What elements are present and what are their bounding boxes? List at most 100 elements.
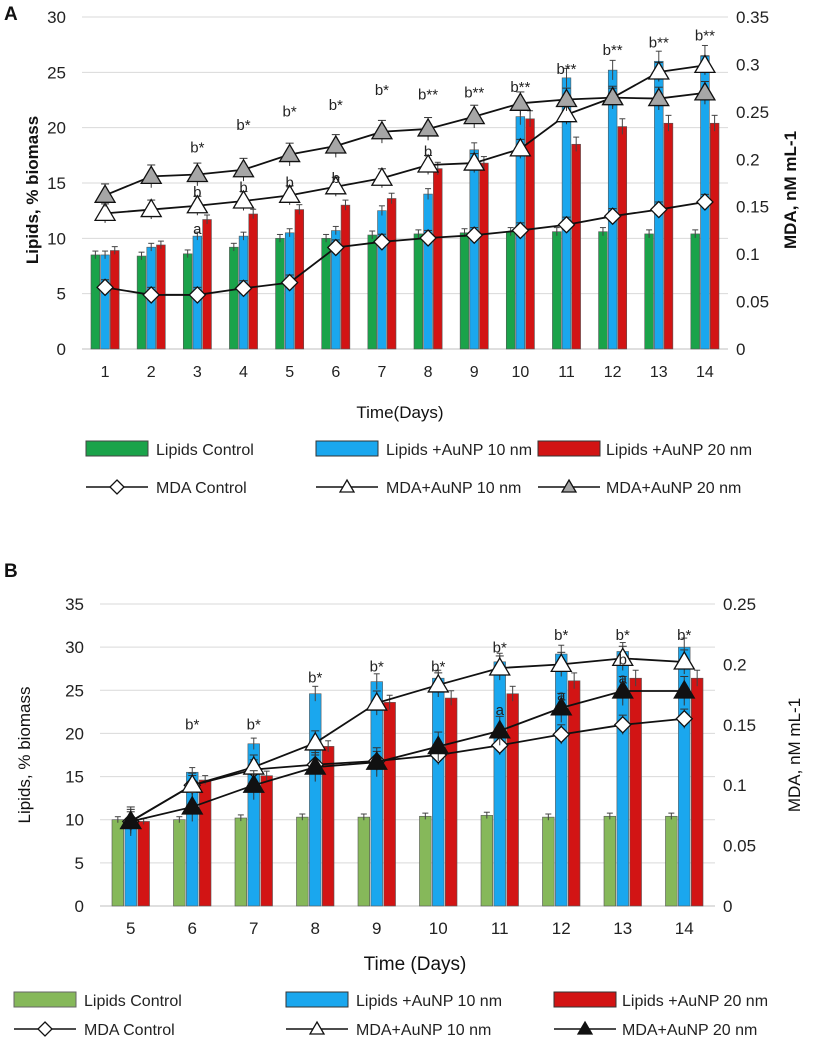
panel-a-label: A — [4, 4, 18, 25]
y-tick-label: 30 — [65, 638, 84, 657]
line-mda-aunp-10-nm — [130, 657, 685, 823]
bar-lipids-aunp-20-nm — [386, 198, 397, 350]
x-tick-label: 7 — [249, 919, 258, 938]
panel-a-y-axis-label: Lipids, % biomass — [23, 116, 42, 264]
legend-b-lipids-aunp10: Lipids +AuNP 10 nm — [356, 993, 502, 1010]
annotation-label: b* — [329, 97, 343, 114]
y-tick-label: 10 — [47, 229, 66, 248]
point-mda-aunp-20-nm — [601, 86, 624, 106]
annotation-label: a — [193, 221, 202, 238]
bar-lipids-control — [480, 815, 493, 907]
point-mda-aunp-10-nm — [416, 153, 440, 173]
legend-b-swatch-lipids-control — [13, 991, 77, 1008]
legend-b-swatch-lipids-aunp20 — [553, 991, 617, 1008]
point-mda-control — [373, 232, 391, 251]
annotation-label: a — [496, 702, 505, 719]
point-mda-aunp-20-nm — [304, 755, 327, 775]
point-mda-control — [280, 273, 299, 292]
panel-a: A ab b b bbb*b*b* b*b* b** b** b**b**b** b** b** … — [4, 4, 800, 497]
point-mda-aunp-20-nm — [186, 163, 209, 183]
bar-lipids-control — [690, 233, 700, 350]
point-mda-control — [465, 226, 484, 245]
y-tick-label: 5 — [57, 285, 66, 304]
y-tick-label: 30 — [47, 8, 66, 27]
bar-lipids-control — [234, 817, 247, 907]
point-mda-control — [511, 221, 530, 240]
point-mda-aunp-20-nm — [93, 184, 117, 203]
bar-lipids-aunp-20-nm — [571, 143, 581, 350]
y2-tick-label: 0.2 — [723, 655, 747, 674]
legend-b-mda-control: MDA Control — [84, 1022, 175, 1039]
panel-a-y2-axis-label: MDA, nM mL-1 — [781, 131, 800, 249]
annotation-label: b* — [554, 627, 568, 644]
point-mda-aunp-10-nm — [365, 691, 388, 711]
point-mda-aunp-10-nm — [324, 175, 347, 195]
legend-a-mda-control-marker — [109, 479, 125, 495]
bar-lipids-control — [357, 816, 370, 907]
annotation-label: b* — [185, 717, 199, 734]
annotation-label: b — [619, 651, 627, 668]
legend-a-swatch-lipids-aunp10 — [315, 440, 379, 457]
bar-lipids-aunp-10-nm — [309, 693, 322, 907]
legend-b-mda-aunp10: MDA+AuNP 10 nm — [356, 1022, 491, 1039]
point-mda-control — [613, 715, 632, 734]
annotation-label: b** — [556, 61, 576, 78]
point-mda-aunp-10-nm — [673, 650, 696, 670]
panel-b-label: B — [4, 561, 18, 582]
point-mda-control — [96, 278, 114, 297]
y2-tick-label: 0 — [723, 897, 732, 916]
panel-b-lines — [119, 645, 696, 836]
annotation-label: a — [619, 671, 628, 688]
point-mda-control — [557, 215, 576, 234]
bar-lipids-aunp-20-nm — [617, 126, 628, 350]
point-mda-aunp-20-nm — [119, 810, 142, 830]
annotation-label: b* — [247, 717, 261, 734]
legend-a-lipids-aunp20: Lipids +AuNP 20 nm — [606, 442, 752, 459]
x-tick-label: 2 — [147, 364, 156, 381]
point-mda-aunp-10-nm — [232, 189, 255, 209]
y2-tick-label: 0.2 — [736, 150, 760, 169]
point-mda-aunp-20-nm — [463, 105, 486, 125]
x-tick-label: 13 — [650, 364, 668, 381]
x-tick-label: 14 — [696, 364, 714, 381]
bar-lipids-aunp-20-nm — [663, 122, 674, 350]
bar-lipids-aunp-20-nm — [340, 204, 351, 350]
annotation-label: b* — [431, 659, 445, 676]
point-mda-aunp-10-nm — [647, 60, 670, 80]
point-mda-control — [142, 286, 161, 304]
bar-lipids-aunp-10-nm — [423, 193, 433, 350]
annotation-label: b* — [308, 670, 322, 687]
point-mda-aunp-20-nm — [416, 117, 440, 137]
bar-lipids-control — [229, 246, 239, 350]
bar-lipids-aunp-20-nm — [260, 775, 273, 907]
bar-lipids-control — [505, 231, 516, 350]
bar-lipids-control — [644, 233, 654, 350]
legend-b-lipids-aunp20: Lipids +AuNP 20 nm — [622, 993, 768, 1010]
point-mda-control — [649, 200, 668, 219]
y2-tick-label: 0.35 — [736, 8, 769, 27]
point-mda-aunp-20-nm — [242, 773, 265, 793]
legend-b-mda-control-marker — [37, 1021, 53, 1037]
panel-b-x-axis-label: Time (Days) — [364, 954, 467, 975]
bar-lipids-aunp-20-nm — [248, 213, 258, 350]
point-mda-aunp-20-nm — [509, 92, 532, 111]
annotation-label: b** — [649, 34, 669, 51]
x-tick-label: 14 — [675, 919, 694, 938]
line-mda-control — [130, 717, 685, 823]
point-mda-aunp-20-nm — [550, 696, 573, 716]
point-mda-aunp-20-nm — [365, 750, 388, 770]
y2-tick-label: 0.25 — [736, 103, 769, 122]
bar-lipids-aunp-10-nm — [100, 254, 110, 350]
legend-b-mda-aunp20: MDA+AuNP 20 nm — [622, 1022, 757, 1039]
annotation-label: b** — [510, 79, 530, 96]
x-tick-label: 12 — [552, 919, 571, 938]
panel-b-ticks: 0 5 10 15 20 25 30 35 0 0.05 0.1 0.15 0.2 0.25 5 6 7 8 9 10… — [65, 595, 756, 938]
panel-a-legend: Lipids Control Lipids +AuNP 10 nm Lipids… — [85, 440, 752, 497]
point-mda-control — [188, 286, 207, 304]
x-tick-label: 11 — [491, 919, 509, 938]
annotation-label: b** — [464, 85, 484, 102]
bar-lipids-aunp-20-nm — [433, 168, 443, 350]
point-mda-aunp-10-nm — [488, 656, 511, 676]
y-tick-label: 35 — [65, 595, 84, 614]
